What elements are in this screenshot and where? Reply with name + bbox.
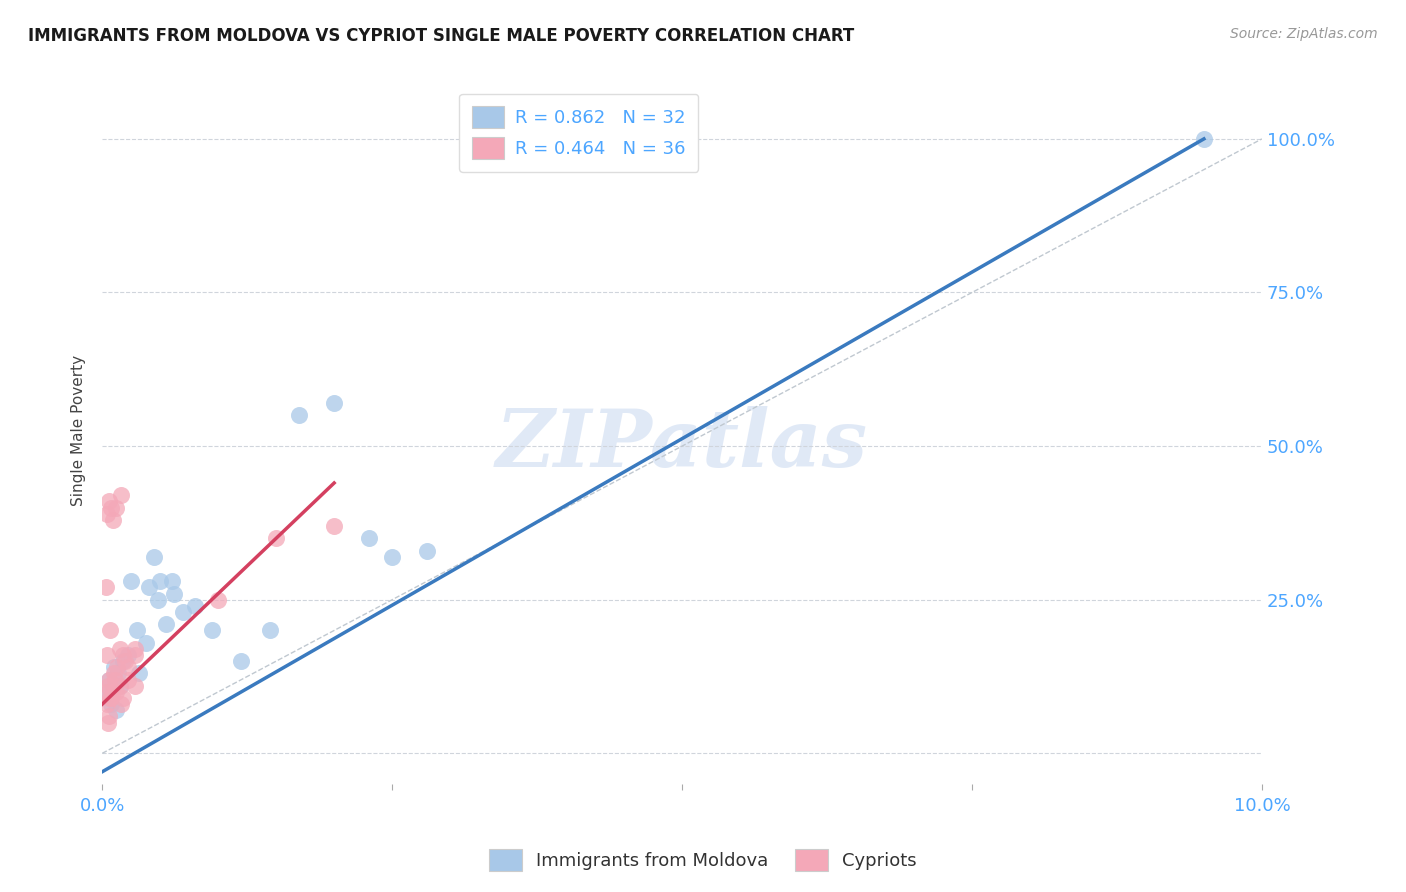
Point (201, 624, 224, 638)
Point (323, 396, 346, 410)
Point (146, 592, 169, 607)
Point (108, 679, 131, 693)
Point (98, 673, 121, 687)
Point (110, 697, 132, 711)
Point (138, 581, 160, 595)
Point (103, 666, 125, 681)
Point (105, 500, 128, 515)
Point (100, 500, 122, 515)
Point (125, 624, 148, 638)
Point (110, 488, 132, 502)
Point (97, 685, 120, 699)
Text: IMMIGRANTS FROM MOLDOVA VS CYPRIOT SINGLE MALE POVERTY CORRELATION CHART: IMMIGRANTS FROM MOLDOVA VS CYPRIOT SINGL… (28, 27, 855, 45)
Point (231, 654, 253, 668)
Point (112, 691, 135, 706)
Point (288, 409, 311, 423)
Point (155, 617, 177, 632)
Point (117, 660, 139, 674)
Point (172, 605, 194, 619)
Point (124, 641, 146, 656)
Point (381, 549, 404, 564)
Point (100, 697, 122, 711)
Point (124, 679, 146, 693)
Point (104, 673, 127, 687)
Point (120, 574, 142, 589)
Point (98, 709, 121, 723)
Point (101, 513, 124, 527)
Point (114, 654, 136, 668)
Point (323, 519, 346, 533)
Point (94, 581, 117, 595)
Point (103, 660, 125, 674)
Point (163, 586, 186, 600)
Point (117, 673, 139, 687)
Point (97, 679, 120, 693)
Point (98, 673, 121, 687)
Point (207, 592, 229, 607)
Point (105, 685, 128, 699)
Point (98, 624, 121, 638)
Point (108, 679, 131, 693)
Point (96, 507, 118, 521)
Legend: R = 0.862   N = 32, R = 0.464   N = 36: R = 0.862 N = 32, R = 0.464 N = 36 (460, 94, 699, 172)
Point (259, 624, 281, 638)
Point (107, 666, 129, 681)
Point (357, 531, 380, 545)
Point (124, 648, 146, 662)
Point (100, 691, 122, 706)
Point (96, 697, 118, 711)
Point (149, 574, 172, 589)
Point (101, 685, 124, 699)
Text: Source: ZipAtlas.com: Source: ZipAtlas.com (1230, 27, 1378, 41)
Point (98, 494, 121, 508)
Point (128, 666, 150, 681)
Point (98, 691, 121, 706)
Point (264, 531, 287, 545)
Point (184, 599, 207, 613)
Point (105, 703, 128, 717)
Point (96, 648, 118, 662)
Point (117, 648, 139, 662)
Point (1192, 132, 1215, 146)
Point (98, 691, 121, 706)
Point (416, 543, 439, 558)
Point (112, 654, 135, 668)
Point (93, 685, 115, 699)
Point (112, 648, 135, 662)
Text: ZIPatlas: ZIPatlas (496, 406, 868, 483)
Point (105, 660, 128, 674)
Point (108, 641, 131, 656)
Point (160, 574, 183, 589)
Y-axis label: Single Male Poverty: Single Male Poverty (72, 355, 86, 507)
Point (143, 549, 166, 564)
Point (135, 636, 157, 650)
Point (97, 715, 120, 730)
Legend: Immigrants from Moldova, Cypriots: Immigrants from Moldova, Cypriots (482, 842, 924, 879)
